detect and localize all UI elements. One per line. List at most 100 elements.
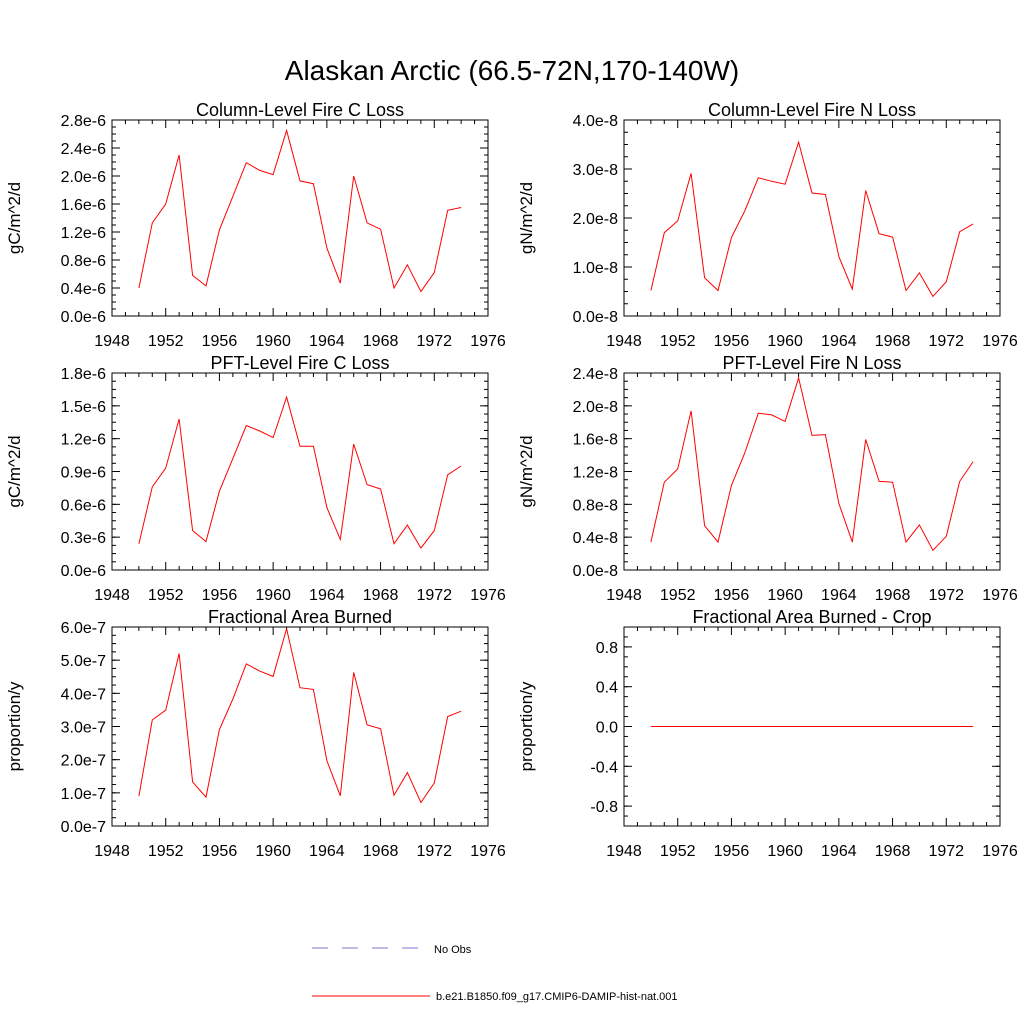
y-tick-label: -0.4: [590, 759, 618, 776]
x-tick-label: 1948: [94, 843, 130, 860]
plot-frame: [111, 119, 489, 317]
y-tick-label: 2.0e-8: [573, 399, 618, 416]
series-line: [138, 128, 462, 293]
y-tick-label: 1.6e-8: [573, 432, 618, 449]
x-tick-label: 1976: [982, 333, 1018, 350]
y-tick-label: 1.0e-7: [61, 786, 106, 803]
y-axis-label: gC/m^2/d: [5, 435, 24, 507]
legend: No Obs b.e21.B1850.f09_g17.CMIP6-DAMIP-h…: [312, 944, 678, 1003]
x-tick-label: 1964: [309, 843, 345, 860]
series-line: [138, 628, 462, 804]
x-tick-label: 1956: [202, 587, 238, 604]
x-tick-label: 1964: [309, 333, 345, 350]
y-tick-label: -0.8: [590, 799, 618, 816]
y-tick-label: 0.0e-7: [61, 819, 106, 836]
x-tick-label: 1968: [875, 587, 911, 604]
panel-title: PFT-Level Fire C Loss: [210, 353, 389, 373]
y-tick-label: 6.0e-7: [61, 620, 106, 637]
x-tick-label: 1976: [982, 587, 1018, 604]
panel-6: 1948 1952 1956 1960 1964 1968 1972 1976 -0.8 -0.4…: [517, 607, 1018, 860]
y-tick-label: 0.0e-8: [573, 563, 618, 580]
x-tick-label: 1952: [148, 333, 184, 350]
x-tick-label: 1952: [148, 843, 184, 860]
y-tick-label: 0.3e-6: [61, 530, 106, 547]
x-tick-label: 1972: [928, 333, 964, 350]
x-tick-label: 1972: [416, 843, 452, 860]
y-tick-label: 0.9e-6: [61, 465, 106, 482]
y-tick-label: 0.8e-6: [61, 253, 106, 270]
y-tick-label: 3.0e-7: [61, 720, 106, 737]
y-tick-label: 0.0e-6: [61, 309, 106, 326]
y-tick-label: 1.2e-8: [573, 465, 618, 482]
x-tick-label: 1960: [767, 843, 803, 860]
plot-frame: [111, 626, 489, 827]
x-tick-label: 1952: [660, 843, 696, 860]
y-tick-label: 2.0e-8: [573, 211, 618, 228]
y-tick-label: 2.4e-6: [61, 141, 106, 158]
y-tick-label: 1.2e-6: [61, 432, 106, 449]
x-tick-label: 1956: [714, 843, 750, 860]
x-tick-label: 1968: [363, 843, 399, 860]
y-tick-label: 0.8e-8: [573, 497, 618, 514]
panel-2: 1948 1952 1956 1960 1964 1968 1972 1976 0.0e-8 1.…: [517, 100, 1018, 350]
x-tick-label: 1948: [94, 333, 130, 350]
y-tick-label: 0.0e-6: [61, 563, 106, 580]
x-tick-label: 1948: [606, 333, 642, 350]
x-tick-label: 1948: [606, 587, 642, 604]
x-tick-label: 1952: [148, 587, 184, 604]
y-axis-label: gC/m^2/d: [5, 182, 24, 254]
x-tick-label: 1964: [821, 333, 857, 350]
x-tick-label: 1968: [875, 843, 911, 860]
y-tick-label: 2.0e-7: [61, 753, 106, 770]
y-tick-label: 0.4e-8: [573, 530, 618, 547]
y-tick-label: 4.0e-8: [573, 113, 618, 130]
y-axis-label: proportion/y: [517, 681, 536, 771]
y-axis-label: gN/m^2/d: [517, 435, 536, 507]
y-tick-label: 2.0e-6: [61, 169, 106, 186]
panel-title: Fractional Area Burned: [208, 607, 392, 627]
y-tick-label: 1.6e-6: [61, 197, 106, 214]
y-tick-label: 4.0e-7: [61, 686, 106, 703]
x-tick-label: 1976: [470, 333, 506, 350]
y-tick-label: 2.8e-6: [61, 113, 106, 130]
y-tick-label: 1.0e-8: [573, 260, 618, 277]
x-tick-label: 1976: [470, 843, 506, 860]
panel-title: Column-Level Fire N Loss: [708, 100, 916, 120]
x-tick-label: 1960: [255, 333, 291, 350]
x-tick-label: 1948: [606, 843, 642, 860]
y-axis-label: proportion/y: [5, 681, 24, 771]
x-tick-label: 1948: [94, 587, 130, 604]
y-tick-label: 0.6e-6: [61, 497, 106, 514]
x-tick-label: 1960: [255, 843, 291, 860]
y-tick-label: 1.5e-6: [61, 399, 106, 416]
figure-title: Alaskan Arctic (66.5-72N,170-140W): [285, 55, 739, 86]
legend-label-model-run: b.e21.B1850.f09_g17.CMIP6-DAMIP-hist-nat…: [436, 991, 678, 1003]
x-tick-label: 1956: [714, 333, 750, 350]
y-tick-label: 3.0e-8: [573, 162, 618, 179]
y-tick-label: 1.8e-6: [61, 366, 106, 383]
x-tick-label: 1972: [928, 843, 964, 860]
panel-4: 1948 1952 1956 1960 1964 1968 1972 1976 0.0e-8 0.…: [517, 353, 1018, 604]
y-tick-label: 5.0e-7: [61, 653, 106, 670]
series-line: [650, 140, 974, 298]
x-tick-label: 1972: [416, 333, 452, 350]
y-tick-label: 0.8: [596, 640, 618, 657]
x-tick-label: 1968: [875, 333, 911, 350]
x-tick-label: 1952: [660, 587, 696, 604]
y-tick-label: 0.4e-6: [61, 281, 106, 298]
panel-title: Column-Level Fire C Loss: [196, 100, 404, 120]
x-tick-label: 1976: [982, 843, 1018, 860]
panel-title: PFT-Level Fire N Loss: [722, 353, 901, 373]
panel-title: Fractional Area Burned - Crop: [692, 607, 931, 627]
x-tick-label: 1956: [714, 587, 750, 604]
panel-grid: 1948 1952 1956 1960 1964 1968 1972 1976 0.0e-6 0.…: [5, 100, 1018, 860]
plot-frame: [623, 119, 1001, 317]
x-tick-label: 1964: [821, 843, 857, 860]
x-tick-label: 1972: [416, 587, 452, 604]
x-tick-label: 1956: [202, 843, 238, 860]
plot-frame: [111, 372, 489, 571]
y-tick-label: 0.4: [596, 680, 618, 697]
x-tick-label: 1956: [202, 333, 238, 350]
x-tick-label: 1960: [767, 587, 803, 604]
